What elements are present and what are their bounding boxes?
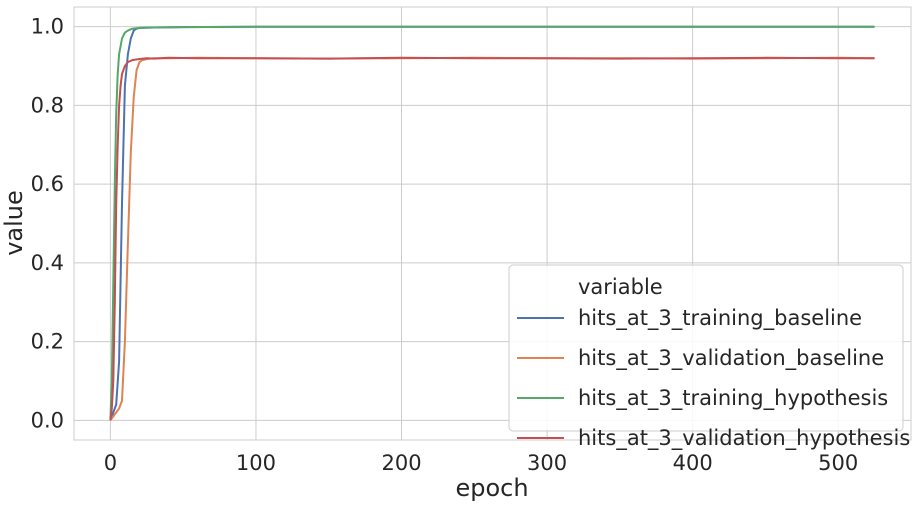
series-lines bbox=[109, 25, 875, 421]
x-tick-label: 300 bbox=[527, 451, 567, 475]
x-tick-label: 400 bbox=[673, 451, 713, 475]
y-tick-label: 0.2 bbox=[31, 330, 64, 354]
y-tick-label: 0.4 bbox=[31, 251, 64, 275]
x-tick-label: 0 bbox=[104, 451, 117, 475]
y-tick-label: 0.6 bbox=[31, 172, 64, 196]
y-axis-title: value bbox=[0, 190, 28, 256]
y-tick-label: 0.8 bbox=[31, 93, 64, 117]
legend-box bbox=[508, 264, 904, 432]
y-tick-label: 1.0 bbox=[31, 15, 64, 39]
x-tick-label: 500 bbox=[818, 451, 858, 475]
x-tick-label: 100 bbox=[236, 451, 276, 475]
y-tick-label: 0.0 bbox=[31, 408, 64, 432]
legend: variable hits_at_3_training_baselinehits… bbox=[508, 264, 910, 451]
legend-label: hits_at_3_validation_hypothesis bbox=[578, 426, 910, 451]
legend-label: hits_at_3_training_baseline bbox=[578, 306, 862, 331]
tick-labels: 0 100 200 300 400 500 0.0 0.2 0.4 0.6 0.8 1.0 bbox=[31, 15, 859, 475]
series-line-3 bbox=[109, 56, 875, 421]
x-axis-title: epoch bbox=[455, 474, 528, 502]
legend-label: hits_at_3_validation_baseline bbox=[578, 346, 884, 371]
legend-label: hits_at_3_training_hypothesis bbox=[578, 386, 888, 411]
series-line-2 bbox=[109, 25, 875, 421]
x-tick-label: 200 bbox=[381, 451, 421, 475]
legend-title: variable bbox=[578, 275, 663, 299]
